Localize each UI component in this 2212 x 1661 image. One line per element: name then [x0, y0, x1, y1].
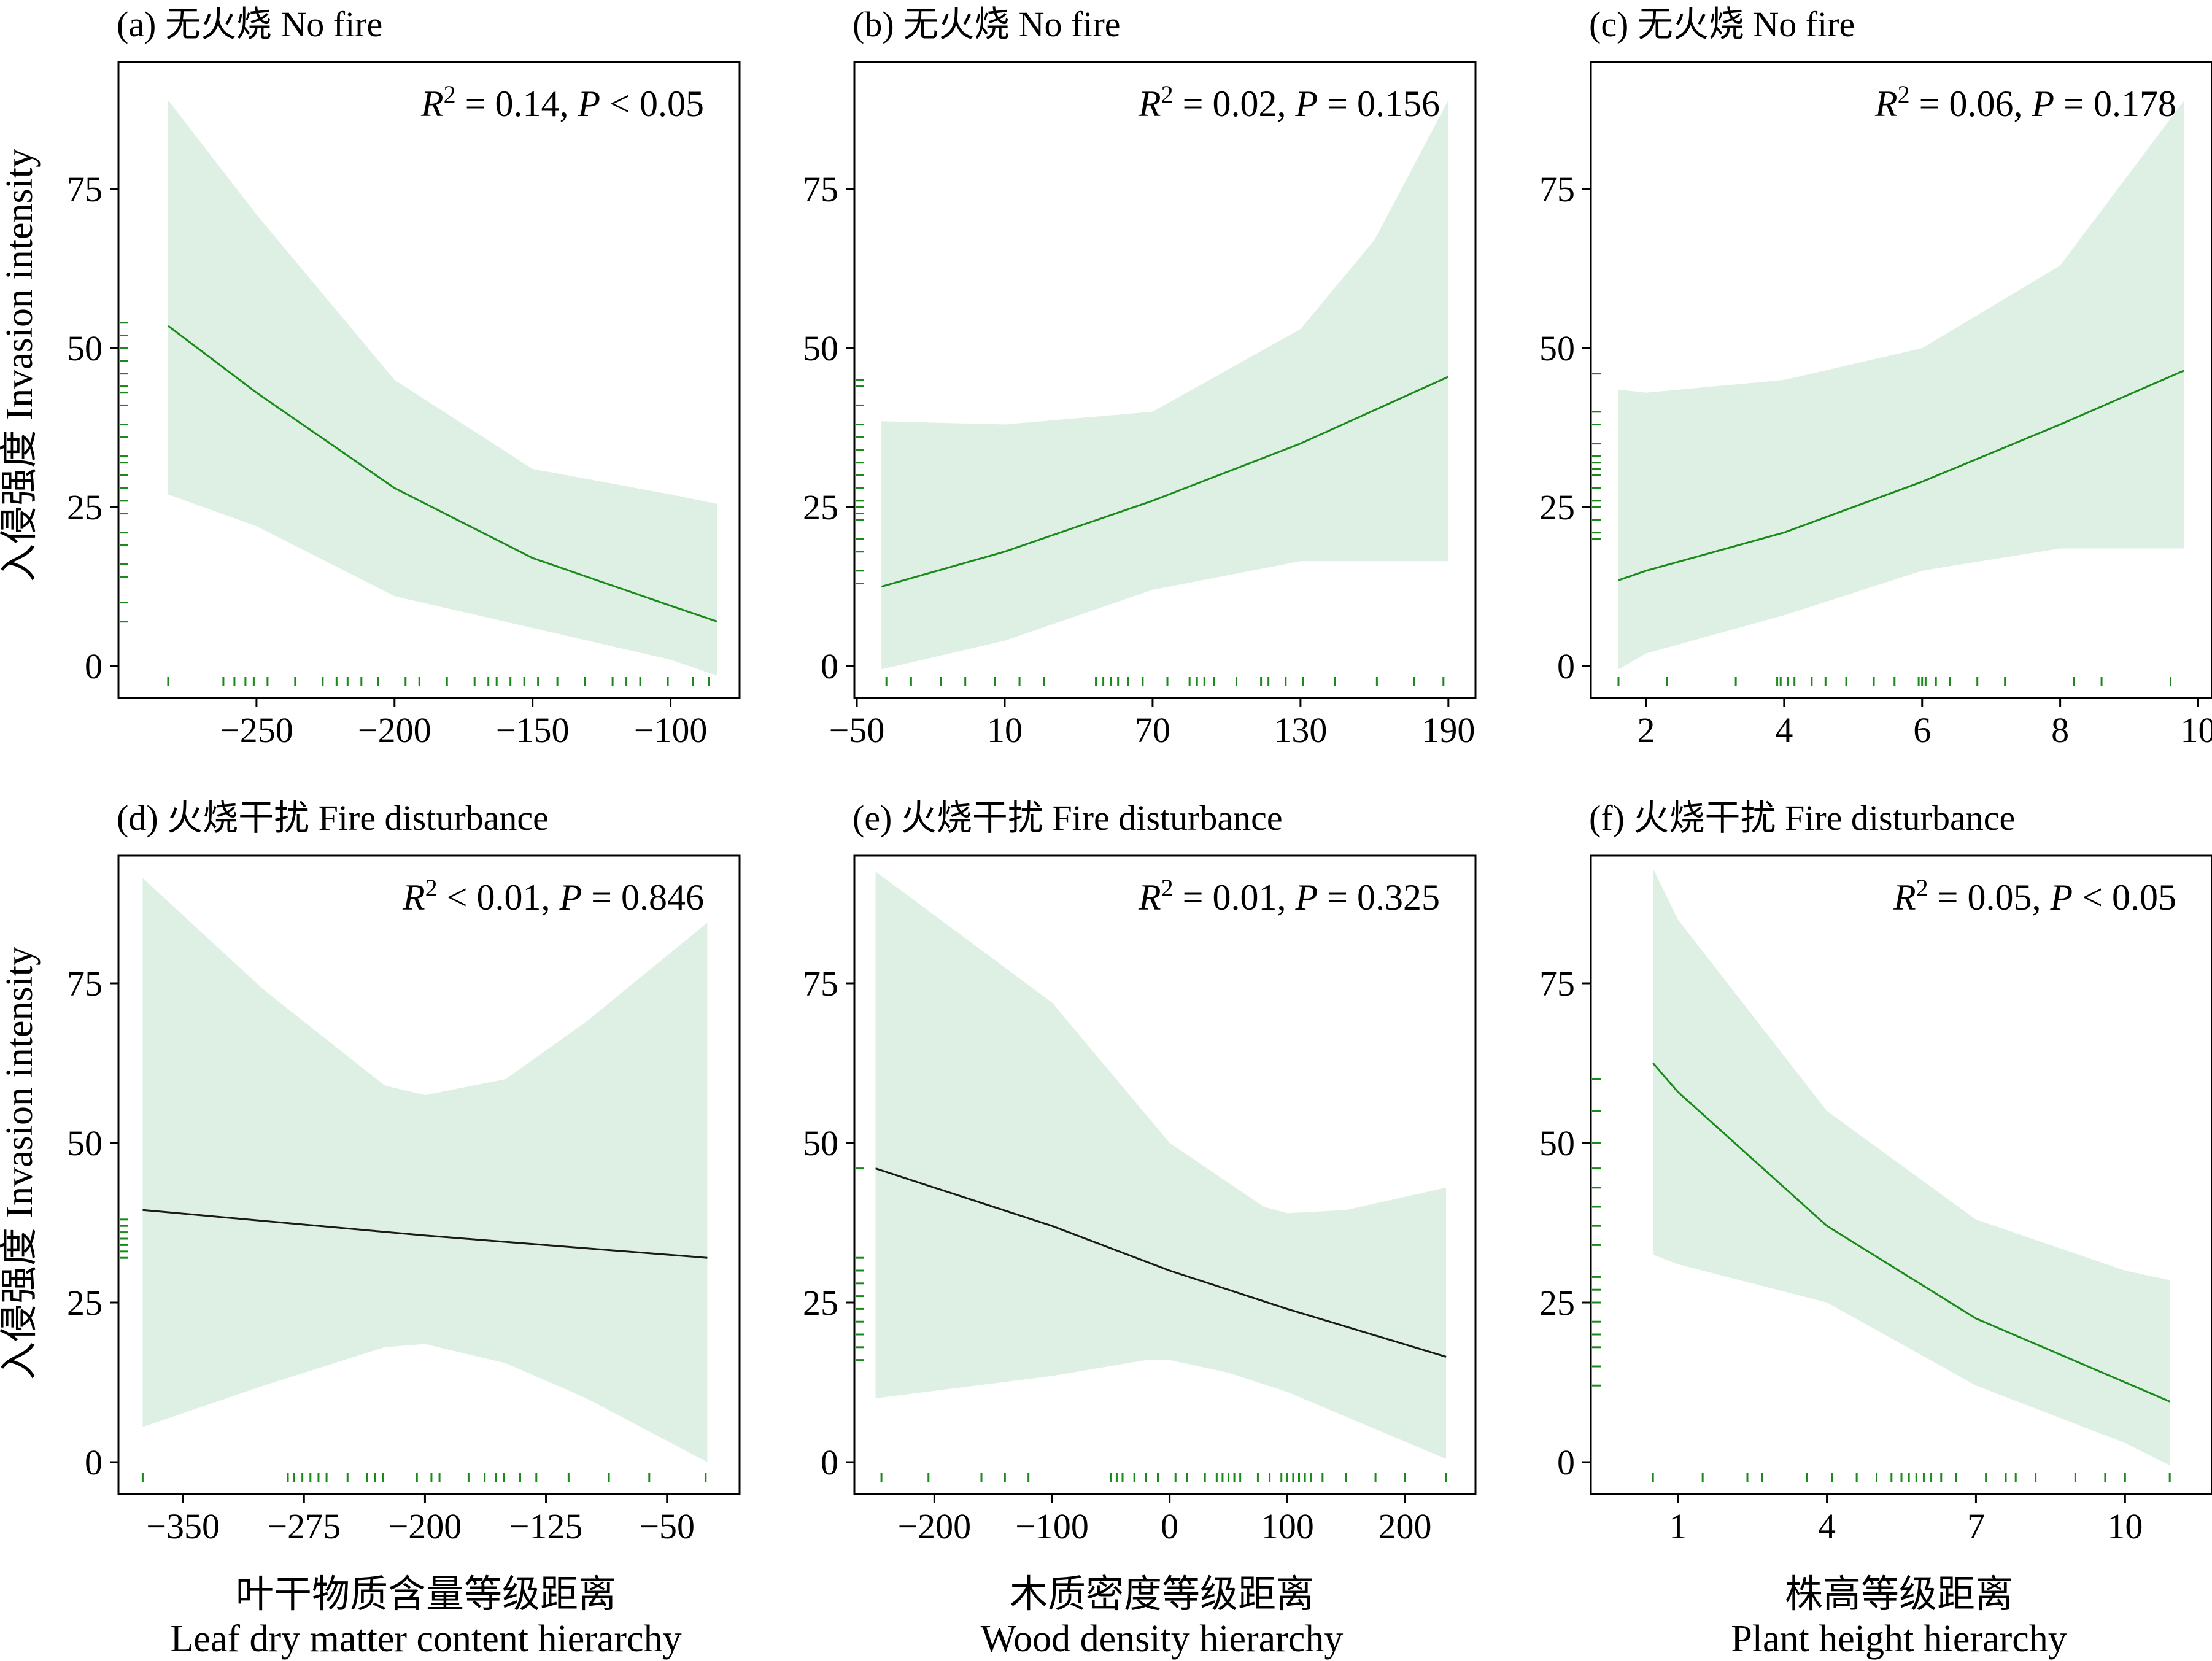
x-tick-label: 0: [1161, 1506, 1178, 1546]
y-tick-label: 0: [821, 646, 838, 686]
stat-annotation: R2 = 0.06, P = 0.178: [1874, 80, 2176, 124]
panel-title: (e) 火烧干扰 Fire disturbance: [853, 798, 1283, 838]
fit-line: [1618, 370, 2185, 581]
plot-frame: [117, 61, 741, 699]
y-tick-label: 50: [1539, 1123, 1575, 1163]
stat-annotation: R2 < 0.01, P = 0.846: [402, 874, 704, 918]
x-tick-label: 70: [1135, 710, 1170, 750]
confidence-band: [142, 878, 708, 1462]
stat-annotation: R2 = 0.01, P = 0.325: [1138, 874, 1440, 918]
x-tick-label: −100: [1015, 1506, 1089, 1546]
x-tick-label: 200: [1379, 1506, 1432, 1546]
y-tick-label: 25: [803, 487, 838, 527]
x-tick-label: 7: [1967, 1506, 1985, 1546]
stat-annotation: R2 = 0.14, P < 0.05: [420, 80, 704, 124]
plot-frame: [1590, 61, 2212, 699]
x-tick-label: −350: [146, 1506, 220, 1546]
panel-f: 1 4 7 10 0 25 50 75 (f) 火烧干扰 Fire disturbance R2 …: [1539, 798, 2212, 1546]
fit-line: [875, 1167, 1447, 1358]
y-tick-label: 75: [1539, 964, 1575, 1004]
x-tick-label: −50: [639, 1506, 695, 1546]
x-tick-label: −100: [634, 710, 708, 750]
x-tick-label: 130: [1274, 710, 1327, 750]
confidence-band: [168, 100, 717, 676]
panel-title: (c) 无火烧 No fire: [1589, 4, 1855, 44]
x-tick-label: −275: [267, 1506, 341, 1546]
stat-annotation: R2 = 0.05, P < 0.05: [1893, 874, 2176, 918]
y-tick-label: 0: [1557, 1442, 1575, 1482]
y-tick-label: 0: [85, 1442, 102, 1482]
confidence-band: [881, 100, 1448, 670]
x-axis-label-en-1: Leaf dry matter content hierarchy: [170, 1618, 681, 1660]
y-tick-label: 25: [1539, 1283, 1575, 1323]
x-tick-label: 6: [1913, 710, 1931, 750]
x-tick-label: 4: [1775, 710, 1793, 750]
fit-line: [1652, 1063, 2170, 1403]
y-tick-label: 75: [67, 169, 102, 209]
x-tick-label: −150: [496, 710, 570, 750]
y-axis-label-top: 入侵强度 Invasion intensity: [0, 149, 41, 582]
y-tick-label: 25: [67, 487, 102, 527]
confidence-band: [1653, 868, 2170, 1466]
x-tick-label: 100: [1261, 1506, 1314, 1546]
stat-annotation: R2 = 0.02, P = 0.156: [1138, 80, 1440, 124]
x-tick-label: 8: [2051, 710, 2069, 750]
x-tick-label: −50: [829, 710, 885, 750]
fit-line: [881, 376, 1449, 588]
x-tick-label: 190: [1421, 710, 1475, 750]
y-tick-label: 0: [821, 1442, 838, 1482]
x-tick-label: 2: [1637, 710, 1655, 750]
panel-title: (b) 无火烧 No fire: [853, 4, 1121, 44]
plot-frame: [1590, 854, 2212, 1495]
x-tick-label: −200: [389, 1506, 462, 1546]
y-tick-label: 25: [67, 1283, 102, 1323]
panel-c: 2 4 6 8 10 0 25 50 75 (c) 无火烧 No fire R2 = 0.06, P…: [1539, 4, 2212, 750]
panel-title: (d) 火烧干扰 Fire disturbance: [117, 798, 549, 838]
x-tick-label: 10: [2107, 1506, 2143, 1546]
panel-e: −200 −100 0 100 200 0 25 50 75 (e) 火烧干扰 Fire dist…: [803, 798, 1477, 1546]
y-tick-label: 50: [803, 328, 838, 368]
panel-a: −250 −200 −150 −100 0 25 50 75 (a) 无火烧 No fire R2…: [67, 4, 741, 750]
x-axis-label-zh-3: 株高等级距离: [1785, 1574, 2013, 1616]
plot-frame: [853, 61, 1477, 699]
x-tick-label: −200: [358, 710, 431, 750]
y-tick-label: 0: [1557, 646, 1575, 686]
x-tick-label: −125: [509, 1506, 583, 1546]
panel-d: −350 −275 −200 −125 −50 0 25 50 75 (d) 火烧干扰 Fire …: [67, 798, 741, 1546]
x-axis-label-zh-1: 叶干物质含量等级距离: [236, 1574, 616, 1616]
x-tick-label: 1: [1669, 1506, 1687, 1546]
x-axis-label-en-2: Wood density hierarchy: [981, 1618, 1344, 1660]
fit-line: [168, 325, 718, 623]
panel-title: (a) 无火烧 No fire: [117, 4, 382, 44]
y-tick-label: 0: [85, 646, 102, 686]
y-tick-label: 50: [67, 328, 102, 368]
y-tick-label: 50: [67, 1123, 102, 1163]
confidence-band: [875, 872, 1447, 1459]
y-tick-label: 75: [1539, 169, 1575, 209]
fit-line: [142, 1209, 708, 1259]
x-tick-label: 10: [987, 710, 1023, 750]
y-tick-label: 50: [1539, 328, 1575, 368]
panel-title: (f) 火烧干扰 Fire disturbance: [1589, 798, 2015, 838]
y-tick-label: 75: [67, 964, 102, 1004]
y-tick-label: 75: [803, 169, 838, 209]
x-tick-label: −250: [220, 710, 293, 750]
y-axis-label-bottom: 入侵强度 Invasion intensity: [0, 947, 41, 1380]
x-axis-label-en-3: Plant height hierarchy: [1731, 1618, 2067, 1660]
x-tick-label: 10: [2181, 710, 2212, 750]
y-tick-label: 75: [803, 964, 838, 1004]
y-tick-label: 25: [803, 1283, 838, 1323]
x-tick-label: −200: [897, 1506, 971, 1546]
plot-frame: [853, 854, 1477, 1495]
x-axis-label-zh-2: 木质密度等级距离: [1010, 1574, 1314, 1616]
confidence-band: [1618, 100, 2184, 670]
panels: −250 −200 −150 −100 0 25 50 75 (a) 无火烧 No fire R2…: [67, 4, 2212, 1546]
x-tick-label: 4: [1818, 1506, 1836, 1546]
y-tick-label: 25: [1539, 487, 1575, 527]
plot-frame: [117, 854, 741, 1495]
panel-b: −50 10 70 130 190 0 25 50 75 (b) 无火烧 No fire R2 = …: [803, 4, 1477, 750]
y-tick-label: 50: [803, 1123, 838, 1163]
